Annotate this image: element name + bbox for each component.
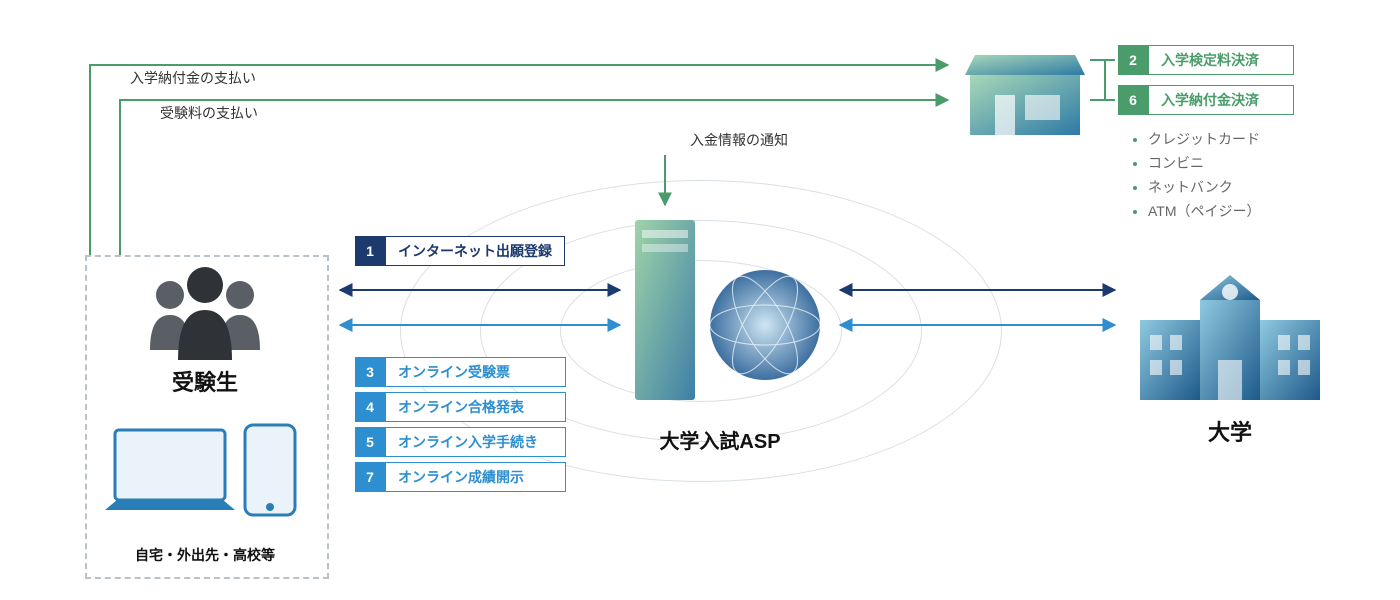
flow-deposit-notify: 入金情報の通知 <box>690 130 788 150</box>
step-1: 1 インターネット出願登録 <box>355 236 565 266</box>
step-3-txt: オンライン受験票 <box>385 357 566 387</box>
step-2-num: 2 <box>1118 45 1148 75</box>
flow-pay-exam: 受験料の支払い <box>160 103 258 123</box>
step-4-txt: オンライン合格発表 <box>385 392 566 422</box>
step-5-txt: オンライン入学手続き <box>385 427 566 457</box>
step-5-num: 5 <box>355 427 385 457</box>
globe-icon <box>700 260 830 390</box>
pm-3: ATM（ペイジー） <box>1148 201 1261 221</box>
server-icon <box>630 210 700 410</box>
step-6-num: 6 <box>1118 85 1148 115</box>
flow-pay-admission: 入学納付金の支払い <box>130 68 256 88</box>
step-3-num: 3 <box>355 357 385 387</box>
pm-0: クレジットカード <box>1148 129 1261 149</box>
step-2: 2 入学検定料決済 <box>1118 45 1294 75</box>
step-7-num: 7 <box>355 462 385 492</box>
step-7: 7 オンライン成績開示 <box>355 462 566 492</box>
university-label: 大学 <box>1130 415 1330 447</box>
step-1-txt: インターネット出願登録 <box>385 236 565 266</box>
step-1-num: 1 <box>355 236 385 266</box>
pm-2: ネットバンク <box>1148 177 1261 197</box>
step-4: 4 オンライン合格発表 <box>355 392 566 422</box>
asp-label: 大学入試ASP <box>600 425 840 454</box>
step-6: 6 入学納付金決済 <box>1118 85 1294 115</box>
pm-1: コンビニ <box>1148 153 1261 173</box>
payment-methods: クレジットカード コンビニ ネットバンク ATM（ペイジー） <box>1130 125 1261 225</box>
applicant-label: 受験生 <box>85 365 325 397</box>
step-7-txt: オンライン成績開示 <box>385 462 566 492</box>
applicant-sub: 自宅・外出先・高校等 <box>85 545 325 565</box>
step-6-txt: 入学納付金決済 <box>1148 85 1294 115</box>
step-3: 3 オンライン受験票 <box>355 357 566 387</box>
store-icon <box>960 40 1090 140</box>
school-icon <box>1130 250 1330 410</box>
devices-icon <box>105 415 305 545</box>
people-icon <box>130 260 280 360</box>
step-2-txt: 入学検定料決済 <box>1148 45 1294 75</box>
step-5: 5 オンライン入学手続き <box>355 427 566 457</box>
step-4-num: 4 <box>355 392 385 422</box>
